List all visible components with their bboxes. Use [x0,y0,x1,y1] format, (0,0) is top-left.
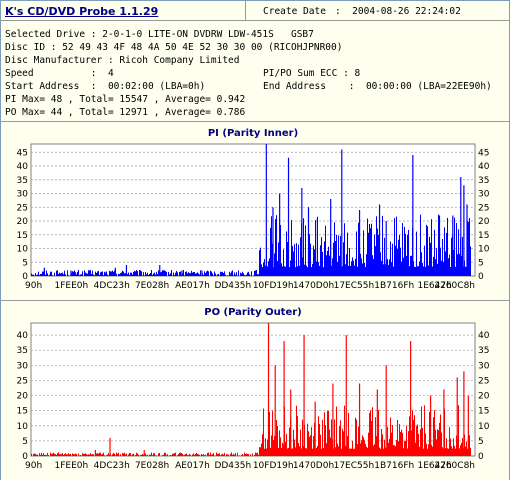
y-tick-label-right: 25 [478,376,489,386]
header-separator [1,20,509,21]
y-tick-label-right: 45 [478,148,489,158]
bar-series [31,144,471,276]
y-tick-label-left: 5 [22,437,28,447]
y-tick-label-right: 15 [478,231,489,241]
y-tick-label-left: 25 [17,376,28,386]
y-tick-label-right: 0 [478,272,484,282]
x-tick-label: 1E647h [417,461,451,471]
x-tick-label: 17EC55h [334,461,375,471]
po-stats: PO Max= 44 , Total= 12971 , Average= 0.7… [5,107,246,118]
y-tick-label-right: 15 [478,407,489,417]
x-tick-label: 7E028h [135,281,169,291]
x-tick-label: 90h [25,461,42,471]
y-tick-label-left: 30 [17,361,29,371]
x-tick-label: AE017h [175,281,210,291]
pi-stats: PI Max= 48 , Total= 15547 , Average= 0.9… [5,94,246,105]
app-title: K's CD/DVD Probe 1.1.29 [5,5,159,18]
y-tick-label-left: 45 [17,148,28,158]
report-header: K's CD/DVD Probe 1.1.29 Create Date : 20… [1,1,509,97]
x-tick-label: DD435h [214,281,251,291]
selected-drive: Selected Drive : 2-0-1-0 LITE-ON DVDRW L… [5,29,314,40]
x-tick-label: 1470D0h [293,461,334,471]
y-tick-label-left: 40 [17,331,29,341]
x-tick-label: 17EC55h [334,281,375,291]
create-date-label: Create Date [263,6,326,17]
x-tick-label: 1E647h [417,281,451,291]
x-tick-label: 2260C8h [434,281,475,291]
y-tick-label-left: 15 [17,231,28,241]
chart-title: PO (Parity Outer) [204,307,302,318]
x-tick-label: 4DC23h [94,461,130,471]
y-tick-label-right: 5 [478,258,484,268]
y-tick-label-right: 30 [478,190,490,200]
x-tick-label: 1FEE0h [55,461,89,471]
x-tick-label: 10FD19h [253,461,294,471]
create-date-value: : 2004-08-26 22:24:02 [335,6,461,17]
x-tick-label: 2260C8h [434,461,475,471]
y-tick-label-right: 40 [478,331,490,341]
y-tick-label-right: 0 [478,452,484,462]
y-tick-label-left: 35 [17,346,28,356]
x-tick-label: DD435h [214,461,251,471]
x-tick-label: 1470D0h [293,281,334,291]
po-chart: PO (Parity Outer) 0 0 5 5 10 10 15 15 20 20 25 25 30 3… [17,307,490,471]
y-tick-label-right: 35 [478,346,489,356]
x-tick-label: 90h [25,281,42,291]
x-tick-label: 10FD19h [253,281,294,291]
y-tick-label-right: 20 [478,217,490,227]
y-tick-label-right: 40 [478,162,490,172]
x-tick-label: 1FEE0h [55,281,89,291]
pi-chart: PI (Parity Inner) 0 0 5 5 10 10 15 15 20 20 25 25 30 3… [17,128,490,291]
y-tick-label-left: 10 [17,422,29,432]
pipo-sum-ecc: PI/PO Sum ECC : 8 [263,68,361,79]
x-tick-label: 1B716Fh [374,461,414,471]
start-address: Start Address : 00:02:00 (LBA=0h) [5,81,206,92]
x-tick-label: AE017h [175,461,210,471]
header-divider [245,1,246,20]
y-tick-label-left: 5 [22,258,28,268]
y-tick-label-left: 35 [17,176,28,186]
end-address: End Address : 00:00:00 (LBA=22EE90h) [263,81,492,92]
y-tick-label-left: 30 [17,190,29,200]
y-tick-label-right: 30 [478,361,490,371]
y-tick-label-left: 20 [17,217,29,227]
y-tick-label-left: 20 [17,392,29,402]
po-chart-panel: PO (Parity Outer) 0 0 5 5 10 10 15 15 20 20 25 25 30 3… [1,300,509,480]
y-tick-label-left: 0 [22,272,28,282]
y-tick-label-right: 20 [478,392,490,402]
y-tick-label-left: 10 [17,245,29,255]
y-tick-label-left: 15 [17,407,28,417]
y-tick-label-right: 5 [478,437,484,447]
x-tick-label: 4DC23h [94,281,130,291]
y-tick-label-right: 10 [478,245,490,255]
disc-id: Disc ID : 52 49 43 4F 48 4A 50 4E 52 30 … [5,42,343,53]
bar-series [31,323,471,456]
chart-title: PI (Parity Inner) [208,128,298,139]
y-tick-label-left: 25 [17,203,28,213]
x-tick-label: 1B716Fh [374,281,414,291]
speed: Speed : 4 [5,68,114,79]
y-tick-label-right: 35 [478,176,489,186]
y-tick-label-right: 25 [478,203,489,213]
pi-chart-panel: PI (Parity Inner) 0 0 5 5 10 10 15 15 20 20 25 25 30 3… [1,121,509,300]
disc-manufacturer: Disc Manufacturer : Ricoh Company Limite… [5,55,240,66]
y-tick-label-left: 0 [22,452,28,462]
y-tick-label-left: 40 [17,162,29,172]
x-tick-label: 7E028h [135,461,169,471]
y-tick-label-right: 10 [478,422,490,432]
